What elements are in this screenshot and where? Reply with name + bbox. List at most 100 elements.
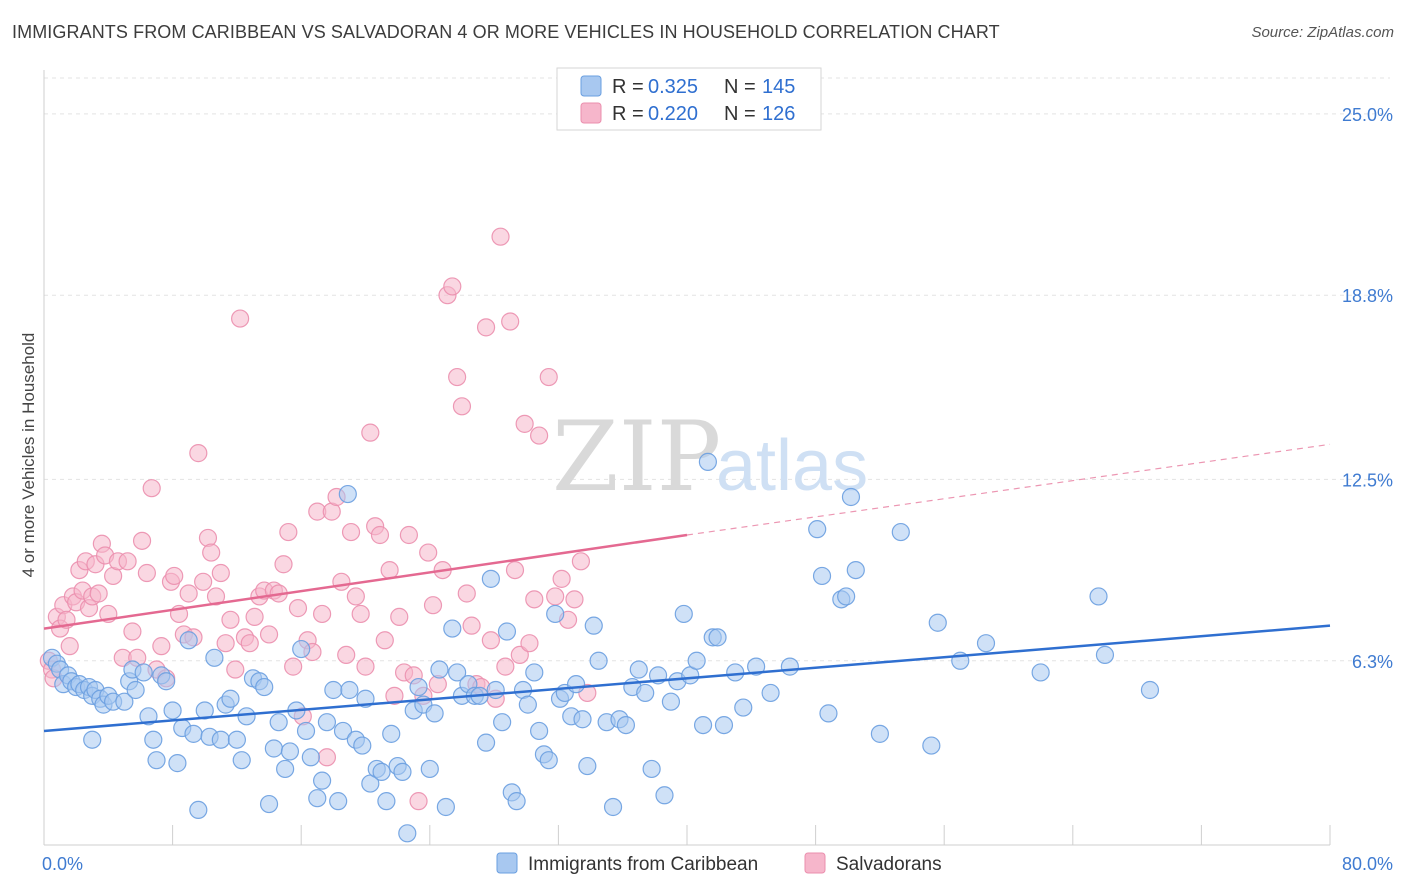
point-caribbean-122 [687, 651, 706, 670]
point-salvadorans-108 [525, 590, 544, 609]
point-salvadorans-23 [118, 552, 137, 571]
point-salvadorans-72 [351, 604, 370, 624]
legend-n-label-salvadorans: N = [724, 103, 756, 125]
point-salvadorans-79 [385, 686, 404, 705]
y-tick-label-3: 25.0% [1342, 105, 1393, 125]
point-caribbean-52 [296, 721, 316, 741]
point-salvadorans-56 [274, 555, 293, 574]
point-salvadorans-26 [132, 531, 152, 550]
legend-r-label-salvadorans: R = [612, 103, 644, 125]
point-caribbean-115 [642, 759, 661, 779]
point-caribbean-129 [734, 698, 753, 717]
point-caribbean-94 [518, 695, 537, 714]
point-salvadorans-115 [571, 552, 591, 571]
point-salvadorans-76 [370, 525, 390, 545]
point-caribbean-98 [539, 751, 558, 770]
point-salvadorans-94 [457, 584, 476, 603]
legend-r-value-caribbean: 0.325 [648, 76, 698, 98]
point-caribbean-14 [83, 730, 102, 749]
point-salvadorans-99 [481, 631, 500, 650]
point-salvadorans-77 [375, 631, 394, 650]
point-salvadorans-30 [152, 637, 171, 656]
point-caribbean-146 [1031, 663, 1050, 682]
point-caribbean-134 [812, 566, 832, 586]
legend-n-value-salvadorans: 126 [762, 103, 795, 125]
point-caribbean-142 [922, 736, 941, 755]
point-caribbean-36 [211, 730, 230, 749]
point-caribbean-61 [340, 680, 359, 700]
point-salvadorans-101 [491, 227, 510, 246]
trend-line-caribbean [43, 624, 1331, 733]
legend: R = 0.325 N = 145 R = 0.220 N = 126 [556, 67, 822, 131]
point-caribbean-69 [382, 724, 401, 743]
point-salvadorans-102 [496, 657, 515, 676]
point-caribbean-46 [264, 739, 283, 758]
y-axis-label: 4 or more Vehicles in Household [19, 333, 38, 578]
point-salvadorans-84 [409, 792, 428, 811]
point-caribbean-21 [134, 663, 153, 682]
point-caribbean-92 [507, 792, 526, 811]
point-caribbean-148 [1095, 645, 1115, 665]
point-salvadorans-24 [123, 622, 142, 641]
point-salvadorans-95 [462, 616, 481, 635]
point-caribbean-139 [846, 560, 865, 580]
point-caribbean-147 [1089, 587, 1108, 606]
point-caribbean-120 [674, 604, 693, 624]
point-caribbean-130 [747, 657, 766, 676]
point-caribbean-55 [312, 771, 332, 790]
point-caribbean-118 [661, 692, 681, 711]
point-caribbean-131 [761, 683, 780, 703]
point-caribbean-126 [708, 628, 727, 647]
point-caribbean-54 [308, 789, 327, 808]
point-salvadorans-42 [206, 587, 226, 606]
point-salvadorans-103 [501, 312, 520, 331]
point-salvadorans-104 [505, 560, 525, 580]
point-salvadorans-111 [546, 587, 565, 606]
point-caribbean-145 [976, 634, 996, 653]
bottom-legend-swatch-salvadorans [804, 852, 826, 874]
point-caribbean-89 [493, 713, 512, 732]
point-caribbean-23 [144, 730, 163, 749]
point-caribbean-58 [329, 792, 348, 811]
point-caribbean-109 [603, 797, 623, 817]
point-caribbean-90 [497, 622, 517, 641]
point-caribbean-24 [147, 751, 166, 770]
point-caribbean-41 [237, 707, 256, 726]
point-caribbean-141 [891, 522, 910, 542]
y-tick-label-2: 18.8% [1342, 286, 1393, 306]
x-tick-label-max: 80.0% [1342, 854, 1393, 874]
point-salvadorans-39 [194, 572, 213, 591]
point-caribbean-96 [530, 721, 549, 741]
point-caribbean-104 [573, 710, 592, 729]
point-salvadorans-109 [530, 426, 549, 445]
axes [43, 70, 1331, 846]
point-caribbean-71 [393, 762, 412, 781]
point-salvadorans-69 [337, 645, 356, 665]
point-caribbean-60 [338, 484, 357, 504]
source-label: Source: ZipAtlas.com [1251, 24, 1394, 41]
point-caribbean-124 [698, 452, 717, 471]
point-caribbean-74 [409, 677, 428, 697]
point-salvadorans-98 [476, 318, 496, 337]
point-caribbean-87 [481, 569, 500, 588]
legend-swatch-salvadorans [580, 102, 602, 124]
point-salvadorans-41 [202, 543, 221, 562]
point-salvadorans-107 [520, 634, 539, 653]
trend-line-salvadorans-extension [686, 443, 1331, 536]
point-caribbean-86 [476, 733, 496, 752]
point-salvadorans-114 [565, 590, 584, 609]
point-caribbean-68 [377, 792, 396, 811]
point-salvadorans-87 [423, 596, 443, 615]
point-caribbean-38 [221, 689, 240, 708]
point-salvadorans-65 [317, 748, 337, 767]
point-salvadorans-91 [443, 277, 462, 296]
data-points [39, 227, 1160, 843]
point-salvadorans-80 [390, 607, 409, 626]
point-salvadorans-50 [245, 607, 264, 626]
point-caribbean-26 [157, 672, 176, 691]
point-caribbean-95 [525, 663, 544, 682]
point-caribbean-103 [566, 675, 586, 694]
point-salvadorans-70 [341, 522, 361, 542]
point-caribbean-47 [269, 713, 288, 732]
